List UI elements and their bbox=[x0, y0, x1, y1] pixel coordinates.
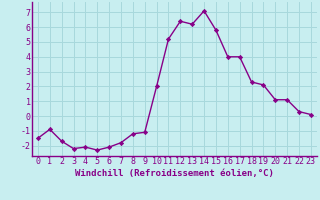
X-axis label: Windchill (Refroidissement éolien,°C): Windchill (Refroidissement éolien,°C) bbox=[75, 169, 274, 178]
